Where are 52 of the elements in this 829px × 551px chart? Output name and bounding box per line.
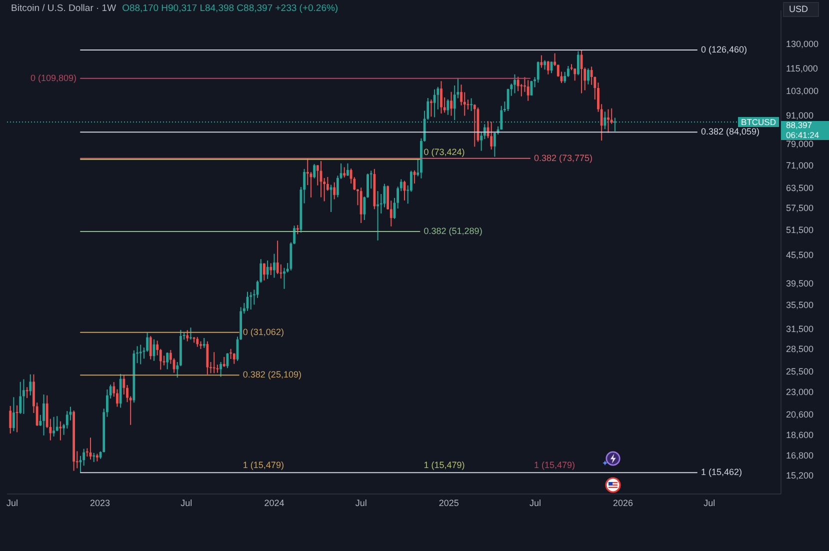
y-tick-label: 103,000	[786, 86, 819, 96]
x-tick-label: 2025	[438, 498, 459, 508]
y-tick-label: 79,000	[786, 139, 814, 150]
y-tick-label: 23,000	[786, 387, 814, 398]
x-tick-label: Jul	[529, 498, 542, 508]
x-tick-label: 2023	[90, 498, 110, 508]
candlestick	[430, 99, 432, 117]
y-tick-label: 20,600	[786, 409, 814, 420]
y-tick-label: 130,000	[786, 38, 819, 49]
series-label: 0.382 (84,059)	[701, 126, 760, 137]
series-label: 1 (15,462)	[701, 467, 742, 478]
x-tick-label: Jul	[355, 498, 367, 508]
y-tick-label: 91,000	[786, 110, 814, 121]
x-tick-label: 2026	[613, 498, 634, 508]
annotation: 1 (15,479)	[242, 460, 284, 470]
annotation: 1 (15,479)	[534, 460, 576, 470]
chart-subtitle: O88,170 H90,317 L84,398 C88,397 +233 (+0.26%)	[122, 3, 338, 14]
x-tick-label: Jul	[180, 498, 192, 508]
x-tick-label: 2024	[264, 498, 284, 508]
series-label: 0.382 (73,775)	[534, 152, 593, 163]
y-tick-label: 35,500	[786, 300, 814, 310]
x-tick-label: Jul	[704, 498, 716, 508]
y-tick-label: 45,500	[786, 250, 814, 260]
y-tick-label: 25,500	[786, 366, 814, 376]
y-tick-label: 16,800	[786, 450, 814, 460]
y-tick-label: 28,500	[786, 344, 814, 354]
y-tick-label: 63,500	[786, 183, 814, 194]
ref-line-label: 88,397	[786, 120, 813, 131]
text: 06:41:24	[786, 130, 820, 140]
annotation: BTCUSD	[738, 117, 779, 128]
y-tick-label: 71,000	[786, 160, 814, 171]
candlestick	[470, 98, 473, 111]
y-axis-title: USD	[783, 2, 819, 17]
series-label: 0 (73,424)	[424, 146, 465, 157]
x-tick-label: Jul	[6, 498, 18, 508]
y-tick-label: 115,000	[786, 64, 818, 74]
y-tick-label: 39,500	[786, 278, 814, 288]
y-tick-label: 15,200	[786, 470, 814, 481]
y-tick-label: 57,500	[786, 202, 814, 213]
candlestick	[139, 344, 142, 364]
series-label: 0 (31,062)	[242, 326, 284, 337]
series-label: 0 (109,809)	[30, 72, 76, 83]
candlestick	[59, 421, 62, 440]
y-tick-label: 31,500	[786, 324, 814, 334]
y-tick-label: 18,600	[786, 430, 814, 440]
series-label: 0 (126,460)	[701, 44, 748, 54]
candlestick	[212, 352, 216, 374]
chart-title: Bitcoin / U.S. Dollar · 1W	[11, 3, 116, 14]
y-tick-label: 51,500	[786, 225, 814, 236]
series-label: 0.382 (25,109)	[242, 370, 302, 380]
annotation: 1 (15,479)	[424, 460, 465, 470]
series-label: 0.382 (51,289)	[424, 226, 482, 236]
